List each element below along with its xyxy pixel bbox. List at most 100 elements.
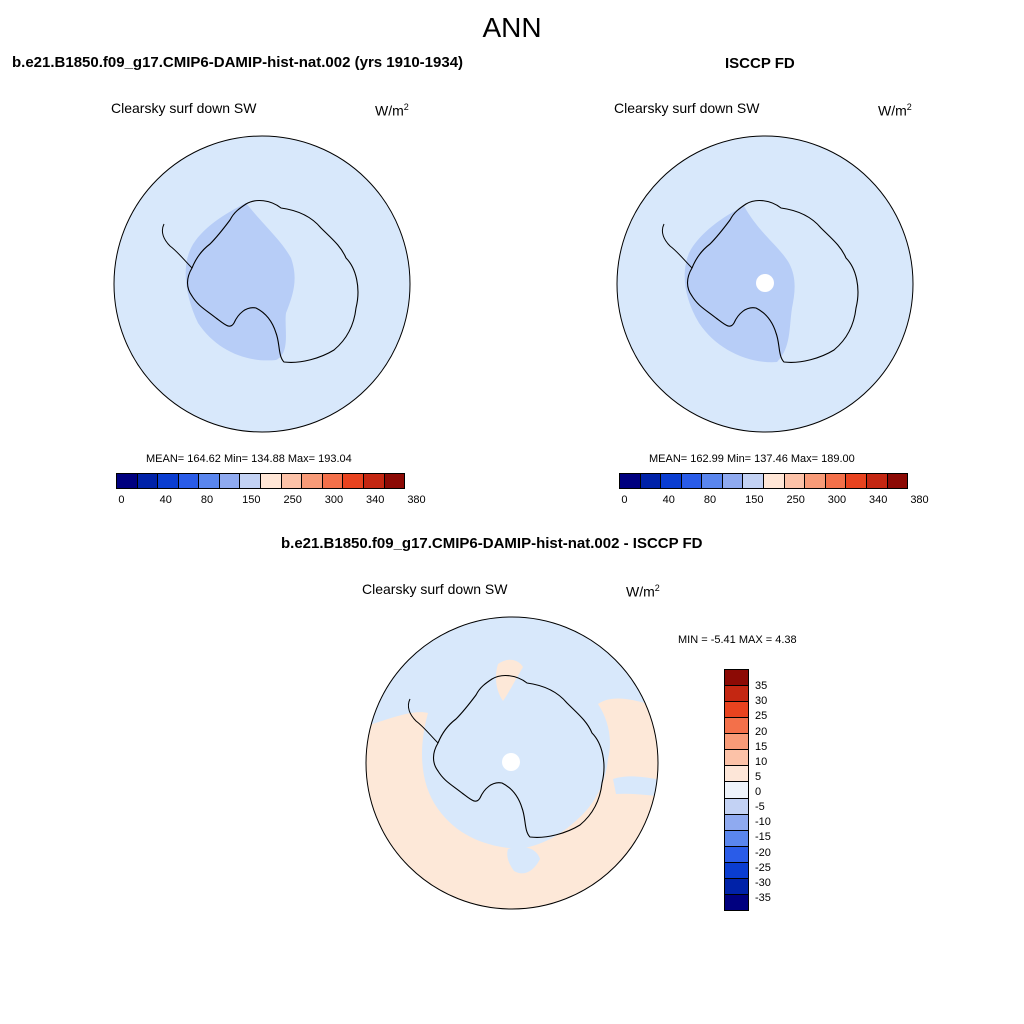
model-variable-label: Clearsky surf down SW xyxy=(111,100,257,116)
diff-colorbar-label: 10 xyxy=(755,755,768,768)
model-colorbar-cell xyxy=(219,474,241,488)
obs-variable-label: Clearsky surf down SW xyxy=(614,100,760,116)
diff-colorbar-label: 20 xyxy=(755,725,768,738)
diff-colorbar-label: 15 xyxy=(755,740,768,753)
obs-colorbar-cell xyxy=(846,474,867,488)
diff-colorbar-cell xyxy=(725,846,748,863)
diff-positive-region-outer xyxy=(366,698,658,909)
diff-colorbar-cell xyxy=(725,734,748,751)
model-units: W/m2 xyxy=(375,102,409,119)
model-colorbar-cell xyxy=(384,474,405,488)
diff-colorbar-cell xyxy=(725,830,748,847)
model-colorbar-cell xyxy=(343,474,364,488)
diff-variable-label: Clearsky surf down SW xyxy=(362,581,508,597)
model-colorbar-cell xyxy=(137,474,159,488)
model-colorbar-label: 250 xyxy=(283,494,302,506)
model-colorbar-cell xyxy=(117,474,138,488)
diff-colorbar-label: 30 xyxy=(755,695,768,708)
obs-colorbar-label: 380 xyxy=(910,494,929,506)
diff-colorbar-label: -5 xyxy=(755,801,765,814)
model-colorbar-cell xyxy=(302,474,323,488)
model-colorbar-label: 380 xyxy=(407,494,426,506)
diff-negative-region-right xyxy=(613,776,658,797)
diff-negative-region-lower xyxy=(507,847,540,874)
model-colorbar-label: 80 xyxy=(200,494,214,506)
diff-colorbar-cell xyxy=(725,878,748,895)
diff-colorbar-cell xyxy=(725,798,748,815)
model-units-exp: 2 xyxy=(403,102,409,112)
diff-stats: MIN = -5.41 MAX = 4.38 xyxy=(678,634,797,646)
obs-colorbar-label: 340 xyxy=(869,494,888,506)
obs-units-exp: 2 xyxy=(906,102,912,112)
model-colorbar-label: 150 xyxy=(242,494,261,506)
obs-colorbar-cell xyxy=(620,474,641,488)
model-colorbar-cell xyxy=(158,474,179,488)
model-colorbar-cell xyxy=(281,474,303,488)
model-colorbar-cell xyxy=(240,474,262,488)
obs-colorbar-cell xyxy=(784,474,806,488)
obs-pole-hole xyxy=(756,274,774,292)
diff-colorbar-label: -10 xyxy=(755,816,771,829)
diff-colorbar-label: 5 xyxy=(755,770,762,783)
diff-colorbar-label: -15 xyxy=(755,831,771,844)
model-polar-map xyxy=(113,135,411,433)
diff-antarctic-peninsula xyxy=(407,698,439,744)
diff-colorbar-label: -20 xyxy=(755,846,771,859)
diff-colorbar-cell xyxy=(725,862,748,879)
diff-colorbar-cell xyxy=(725,670,748,687)
model-colorbar-cell xyxy=(322,474,344,488)
model-colorbar-cell xyxy=(363,474,385,488)
diff-pole-hole xyxy=(502,753,520,771)
diff-positive-region-north xyxy=(495,659,523,701)
diff-colorbar-cell xyxy=(725,894,748,910)
diff-panel-title: b.e21.B1850.f09_g17.CMIP6-DAMIP-hist-nat… xyxy=(281,535,703,552)
obs-colorbar-cell xyxy=(866,474,888,488)
obs-colorbar xyxy=(619,473,908,489)
obs-colorbar-cell xyxy=(722,474,744,488)
obs-stats: MEAN= 162.99 Min= 137.46 Max= 189.00 xyxy=(649,453,855,465)
obs-units: W/m2 xyxy=(878,102,912,119)
obs-colorbar-cell xyxy=(805,474,826,488)
diff-units-base: W/m xyxy=(626,583,655,600)
model-colorbar-cell xyxy=(261,474,282,488)
obs-colorbar-cell xyxy=(764,474,785,488)
model-west-antarctica-region xyxy=(185,203,295,361)
obs-panel-title: ISCCP FD xyxy=(725,55,795,72)
obs-antarctic-peninsula xyxy=(661,223,693,269)
model-colorbar-label: 300 xyxy=(324,494,344,506)
diff-colorbar-label: 25 xyxy=(755,710,768,723)
diff-map-border xyxy=(365,616,659,910)
obs-polar-map xyxy=(616,135,914,433)
diff-colorbar-label: 35 xyxy=(755,680,768,693)
obs-colorbar-label: 300 xyxy=(827,494,847,506)
obs-colorbar-label: 0 xyxy=(621,494,628,506)
diff-colorbar-cell xyxy=(725,702,748,719)
diff-colorbar-labels: 35 30 25 20 15 10 5 0 -5 -10 -15 -20 -25 -30 -35 xyxy=(755,669,815,911)
diff-colorbar-cell xyxy=(725,750,748,767)
model-units-base: W/m xyxy=(375,102,404,119)
diff-units-exp: 2 xyxy=(654,583,660,593)
diff-colorbar-label: -25 xyxy=(755,861,771,874)
model-colorbar-cell xyxy=(199,474,220,488)
model-antarctic-peninsula xyxy=(161,223,193,269)
model-panel-title: b.e21.B1850.f09_g17.CMIP6-DAMIP-hist-nat… xyxy=(12,54,464,71)
obs-antarctica-coastline xyxy=(686,199,859,363)
model-colorbar-label: 40 xyxy=(159,494,172,506)
model-antarctica-coastline xyxy=(186,199,359,363)
model-colorbar-labels: 0 40 80 150 250 300 340 380 xyxy=(116,494,425,508)
obs-colorbar-cell xyxy=(702,474,723,488)
model-colorbar-label: 340 xyxy=(366,494,385,506)
diff-colorbar-cell xyxy=(725,718,748,735)
obs-colorbar-cell xyxy=(825,474,847,488)
model-stats: MEAN= 164.62 Min= 134.88 Max= 193.04 xyxy=(146,453,352,465)
diff-colorbar-cell xyxy=(725,686,748,703)
model-colorbar-label: 0 xyxy=(118,494,125,506)
obs-colorbar-label: 80 xyxy=(703,494,717,506)
obs-colorbar-cell xyxy=(743,474,765,488)
diff-units: W/m2 xyxy=(626,583,660,600)
diff-colorbar-cell xyxy=(725,782,748,799)
obs-colorbar-label: 40 xyxy=(662,494,675,506)
obs-units-base: W/m xyxy=(878,102,907,119)
obs-west-antarctica-region xyxy=(684,206,795,363)
obs-colorbar-label: 250 xyxy=(786,494,805,506)
